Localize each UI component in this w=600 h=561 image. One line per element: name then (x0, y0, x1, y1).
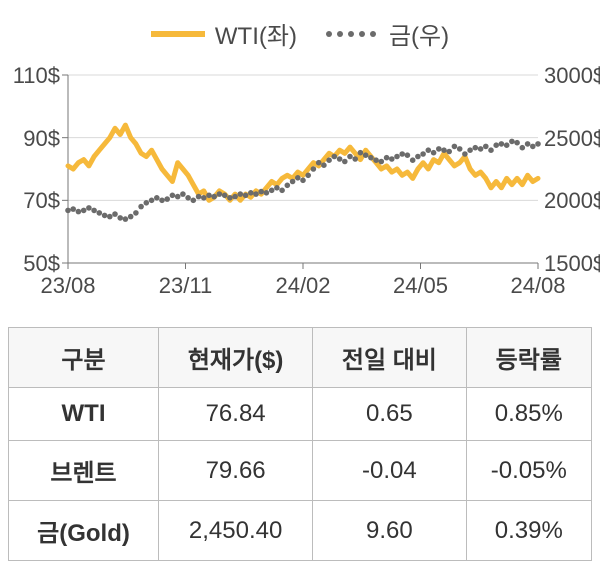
row-change: 9.60 (313, 501, 466, 561)
row-label: 브렌트 (9, 441, 159, 501)
row-pct: -0.05% (466, 441, 591, 501)
table-header-row: 구분 현재가($) 전일 대비 등락률 (9, 328, 592, 388)
price-table: 구분 현재가($) 전일 대비 등락률 WTI 76.84 0.65 0.85%… (8, 327, 592, 561)
row-label: WTI (9, 388, 159, 441)
row-change: 0.65 (313, 388, 466, 441)
legend-item-gold: 금(우) (325, 16, 449, 51)
commodity-chart: 50$70$90$110$1500$2000$2500$3000$23/0823… (8, 63, 592, 313)
row-change: -0.04 (313, 441, 466, 501)
table-row: WTI 76.84 0.65 0.85% (9, 388, 592, 441)
row-price: 2,450.40 (159, 501, 313, 561)
col-pct: 등락률 (466, 328, 591, 388)
row-label: 금(Gold) (9, 501, 159, 561)
row-pct: 0.85% (466, 388, 591, 441)
legend-label-wti: WTI(좌) (215, 16, 297, 51)
legend-swatch-wti (151, 28, 205, 40)
chart-legend: WTI(좌) 금(우) (8, 8, 592, 63)
col-price: 현재가($) (159, 328, 313, 388)
col-type: 구분 (9, 328, 159, 388)
row-price: 79.66 (159, 441, 313, 501)
table-row: 브렌트 79.66 -0.04 -0.05% (9, 441, 592, 501)
legend-item-wti: WTI(좌) (151, 16, 297, 51)
table-row: 금(Gold) 2,450.40 9.60 0.39% (9, 501, 592, 561)
col-change: 전일 대비 (313, 328, 466, 388)
main-container: WTI(좌) 금(우) 50$70$90$110$1500$2000$2500$… (0, 0, 600, 561)
row-price: 76.84 (159, 388, 313, 441)
legend-swatch-gold (325, 28, 379, 40)
row-pct: 0.39% (466, 501, 591, 561)
legend-label-gold: 금(우) (389, 16, 449, 51)
